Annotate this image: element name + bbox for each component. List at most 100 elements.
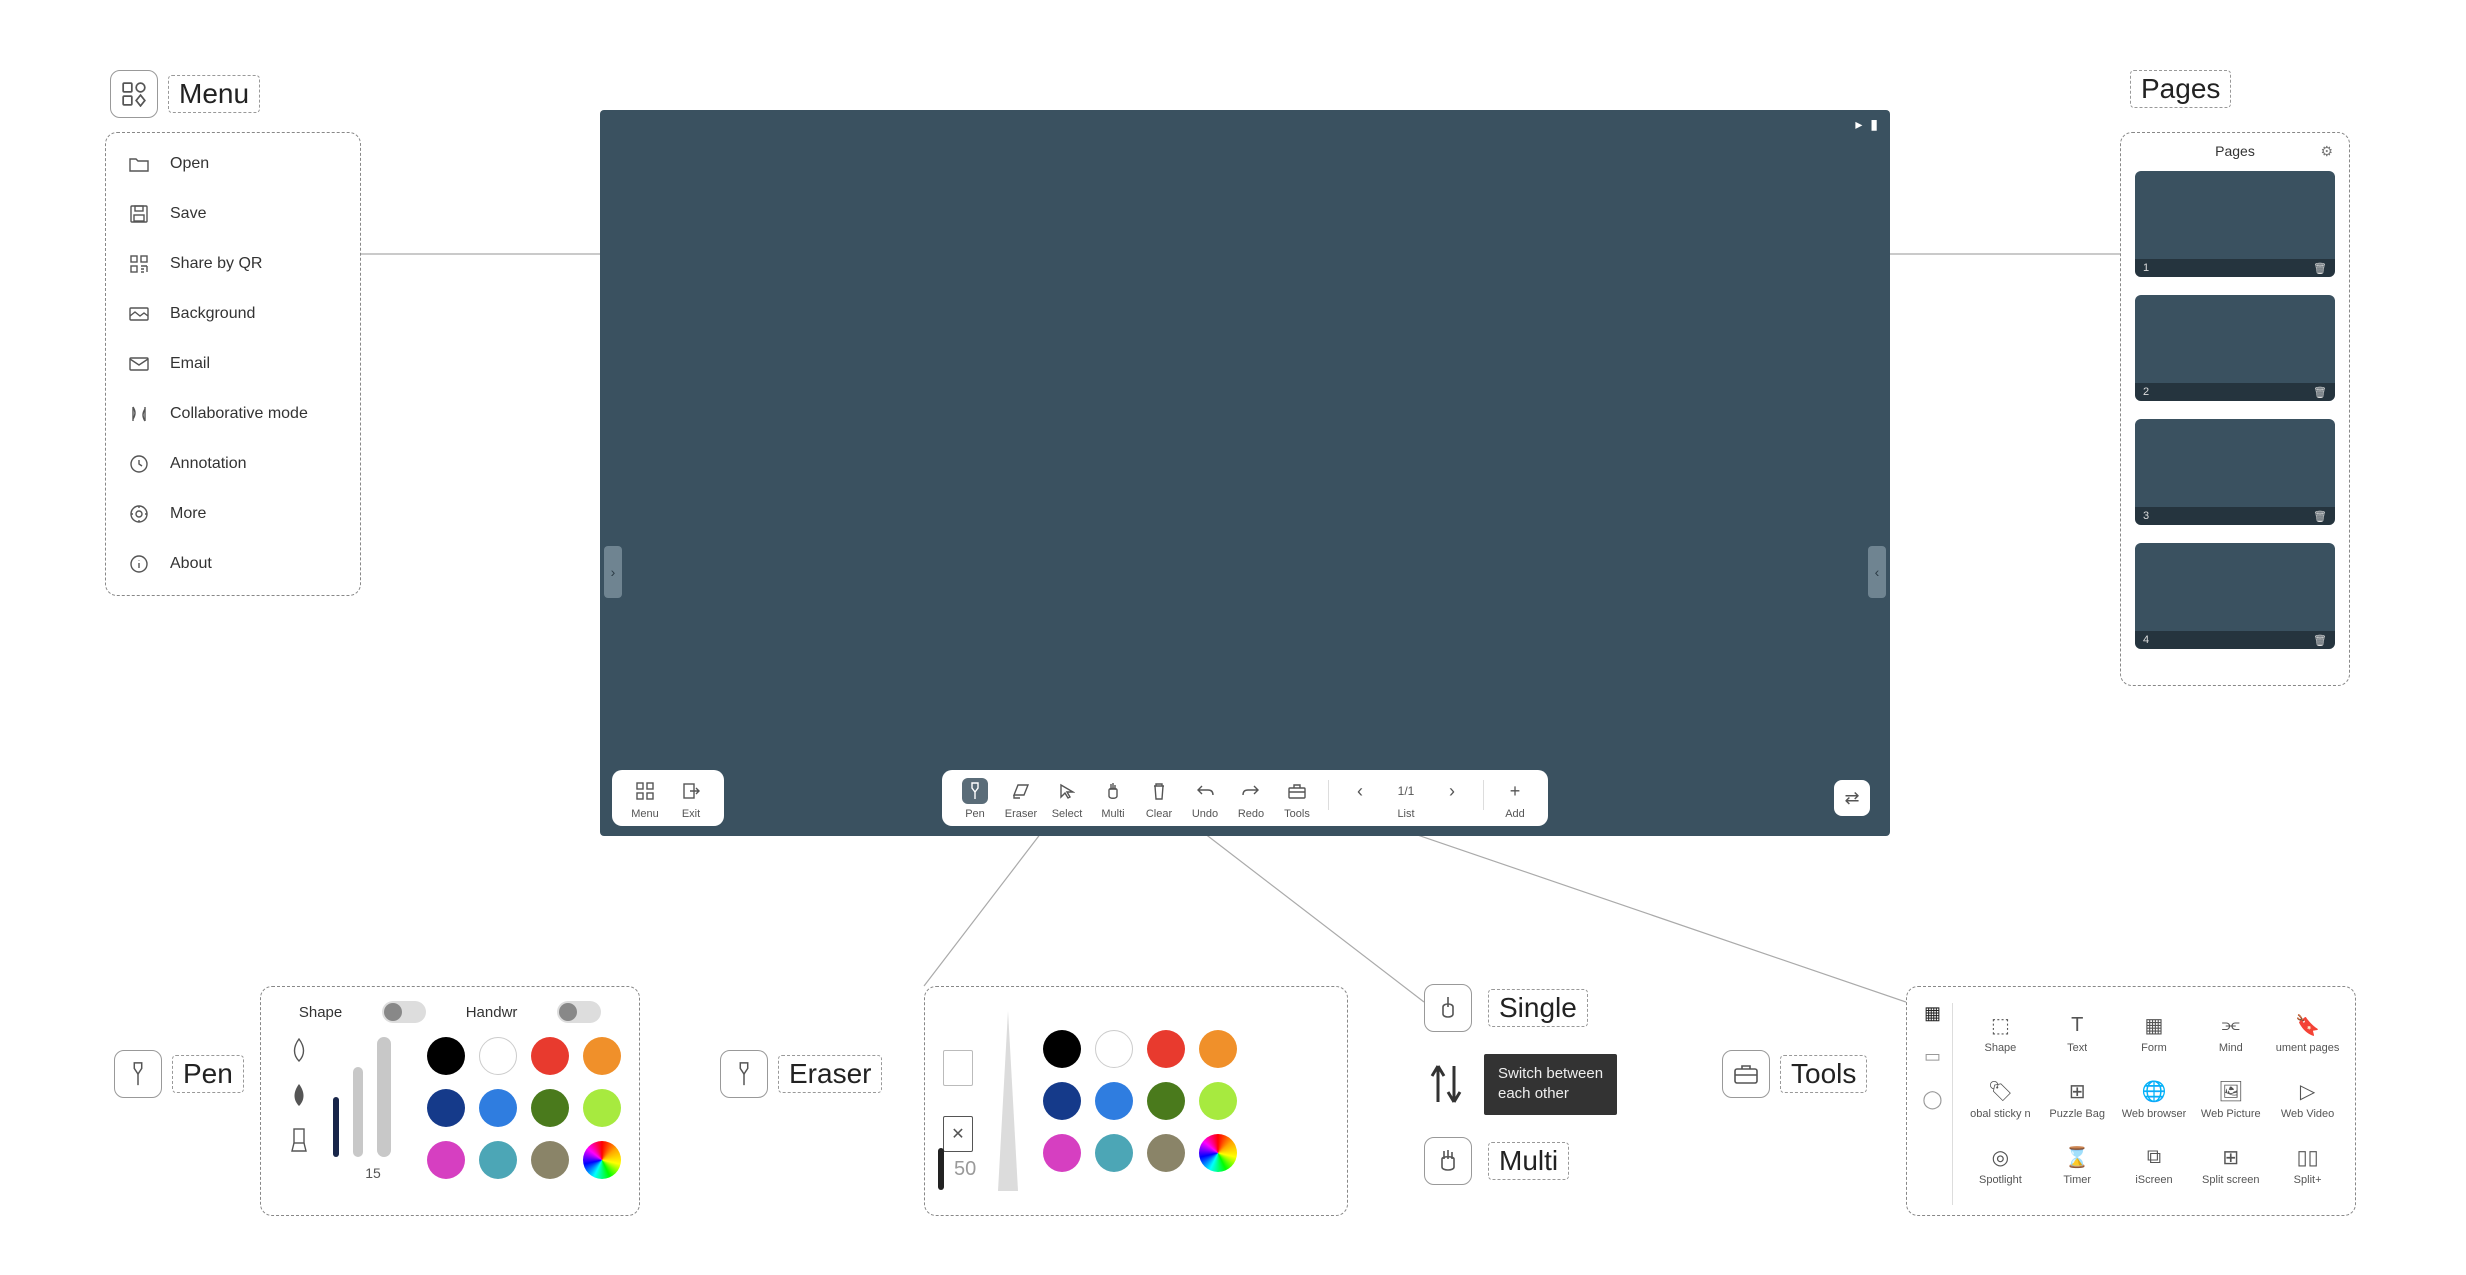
eraser-color-0[interactable] <box>1043 1030 1081 1068</box>
eraser-color-8[interactable] <box>1043 1134 1081 1172</box>
swap-side-button[interactable]: ⇄ <box>1834 780 1870 816</box>
toolbar-list-button[interactable]: 1/1List <box>1385 778 1427 820</box>
toolbar-prev-button[interactable]: ‹ <box>1339 778 1381 808</box>
menu-item-about[interactable]: About <box>106 539 360 589</box>
tool-spotlight[interactable]: ◎Spotlight <box>1963 1135 2038 1197</box>
hand-toggle[interactable] <box>557 1001 601 1023</box>
pen-color-3[interactable] <box>583 1037 621 1075</box>
eraser-color-3[interactable] <box>1199 1030 1237 1068</box>
tool-shape[interactable]: ⬚Shape <box>1963 1003 2038 1065</box>
tool-split-screen[interactable]: ⊞Split screen <box>2193 1135 2268 1197</box>
pen-color-0[interactable] <box>427 1037 465 1075</box>
toolbar-pen-button[interactable]: Pen <box>954 778 996 820</box>
toolbar-eraser-button[interactable]: Eraser <box>1000 778 1042 820</box>
hand-label: Handwr <box>466 1004 518 1021</box>
toolbar-add-button[interactable]: +Add <box>1494 778 1536 820</box>
toolbar-redo-button[interactable]: Redo <box>1230 778 1272 820</box>
multi-icon <box>1100 778 1126 804</box>
menu-item-open[interactable]: Open <box>106 139 360 189</box>
pages-header: Pages <box>2130 70 2231 108</box>
tool-obal-sticky-n[interactable]: 🏷obal sticky n <box>1963 1069 2038 1131</box>
eraser-color-2[interactable] <box>1147 1030 1185 1068</box>
eraser-color-10[interactable] <box>1147 1134 1185 1172</box>
page-thumb-3[interactable]: 3🗑 <box>2135 419 2335 525</box>
menu-item-collaborative-mode[interactable]: Collaborative mode <box>106 389 360 439</box>
tools-cat-user-icon[interactable]: ◯ <box>1922 1089 1942 1110</box>
tool-puzzle-bag[interactable]: ⊞Puzzle Bag <box>2040 1069 2115 1131</box>
toolbar-mid: PenEraserSelectMultiClearUndoRedoTools ‹1… <box>942 770 1548 826</box>
pen-color-5[interactable] <box>479 1089 517 1127</box>
toolbar-clear-button[interactable]: Clear <box>1138 778 1180 820</box>
edge-tab-right[interactable]: ‹ <box>1868 546 1886 598</box>
menu-item-save[interactable]: Save <box>106 189 360 239</box>
status-bar: ▸ ▮ <box>1855 116 1880 133</box>
tool-mind[interactable]: ⫘Mind <box>2193 1003 2268 1065</box>
menu-item-background[interactable]: Background <box>106 289 360 339</box>
toolbar-tools-button[interactable]: Tools <box>1276 778 1318 820</box>
tool-web-picture[interactable]: 🖼Web Picture <box>2193 1069 2268 1131</box>
pen-tip-highlighter[interactable] <box>289 1127 309 1158</box>
eraser-mode-object-icon[interactable]: ✕ <box>943 1116 973 1152</box>
tool-web-browser[interactable]: 🌐Web browser <box>2117 1069 2192 1131</box>
tool-text[interactable]: TText <box>2040 1003 2115 1065</box>
toolbar-next-button[interactable]: › <box>1431 778 1473 808</box>
pen-tip-filled-drop[interactable] <box>289 1082 309 1113</box>
delete-icon[interactable]: 🗑 <box>2313 262 2327 275</box>
edge-tab-left[interactable]: › <box>604 546 622 598</box>
pen-color-8[interactable] <box>427 1141 465 1179</box>
toolbar-undo-button[interactable]: Undo <box>1184 778 1226 820</box>
toolbar-exit-button[interactable]: Exit <box>670 778 712 820</box>
pen-color-2[interactable] <box>531 1037 569 1075</box>
pen-size-2[interactable] <box>377 1037 391 1157</box>
tools-label: Tools <box>1780 1055 1867 1093</box>
pen-color-1[interactable] <box>479 1037 517 1075</box>
toolbox-icon <box>1722 1050 1770 1098</box>
toolbar-multi-button[interactable]: Multi <box>1092 778 1134 820</box>
page-thumb-1[interactable]: 1🗑 <box>2135 171 2335 277</box>
eraser-color-1[interactable] <box>1095 1030 1133 1068</box>
eraser-mode-page-icon[interactable] <box>943 1050 973 1086</box>
pen-color-7[interactable] <box>583 1089 621 1127</box>
menu-item-more[interactable]: More <box>106 489 360 539</box>
tools-panel: ▦ ▭ ◯ ⬚ShapeTText▦Form⫘Mind🔖ument pages 🏷… <box>1906 986 2356 1216</box>
tool-iscreen[interactable]: ⧉iScreen <box>2117 1135 2192 1197</box>
tool-timer[interactable]: ⌛Timer <box>2040 1135 2115 1197</box>
gear-icon[interactable]: ⚙ <box>2320 143 2333 160</box>
pen-color-9[interactable] <box>479 1141 517 1179</box>
page-thumb-2[interactable]: 2🗑 <box>2135 295 2335 401</box>
menu-item-annotation[interactable]: Annotation <box>106 439 360 489</box>
menu-item-email[interactable]: Email <box>106 339 360 389</box>
tool-ument-pages[interactable]: 🔖ument pages <box>2270 1003 2345 1065</box>
select-icon <box>1054 778 1080 804</box>
menu-item-share-by-qr[interactable]: Share by QR <box>106 239 360 289</box>
pen-tip-outline-drop[interactable] <box>289 1037 309 1068</box>
pen-color-4[interactable] <box>427 1089 465 1127</box>
eraser-color-4[interactable] <box>1043 1082 1081 1120</box>
toolbar-select-button[interactable]: Select <box>1046 778 1088 820</box>
eraser-color-7[interactable] <box>1199 1082 1237 1120</box>
pen-size-1[interactable] <box>353 1067 363 1157</box>
eraser-color-9[interactable] <box>1095 1134 1133 1172</box>
tool-split-[interactable]: ▯▯Split+ <box>2270 1135 2345 1197</box>
eraser-color-11[interactable] <box>1199 1134 1237 1172</box>
eraser-size-bar[interactable] <box>938 1148 944 1190</box>
eraser-color-6[interactable] <box>1147 1082 1185 1120</box>
delete-icon[interactable]: 🗑 <box>2313 634 2327 647</box>
pen-color-10[interactable] <box>531 1141 569 1179</box>
tools-cat-doc-icon[interactable]: ▭ <box>1924 1046 1941 1067</box>
pen-size-0[interactable] <box>333 1097 339 1157</box>
pen-color-6[interactable] <box>531 1089 569 1127</box>
tool-form[interactable]: ▦Form <box>2117 1003 2192 1065</box>
tool-web-video[interactable]: ▷Web Video <box>2270 1069 2345 1131</box>
delete-icon[interactable]: 🗑 <box>2313 510 2327 523</box>
eraser-color-5[interactable] <box>1095 1082 1133 1120</box>
toolbar-menu-button[interactable]: Menu <box>624 778 666 820</box>
delete-icon[interactable]: 🗑 <box>2313 386 2327 399</box>
pen-color-11[interactable] <box>583 1141 621 1179</box>
shape-toggle[interactable] <box>382 1001 426 1023</box>
page-thumb-4[interactable]: 4🗑 <box>2135 543 2335 649</box>
tools-cat-grid-icon[interactable]: ▦ <box>1924 1003 1941 1024</box>
whiteboard-device: ▸ ▮ › ‹ MenuExit PenEraserSelectMultiCle… <box>600 110 1890 836</box>
pen-label: Pen <box>172 1055 244 1093</box>
email-icon <box>128 353 150 375</box>
